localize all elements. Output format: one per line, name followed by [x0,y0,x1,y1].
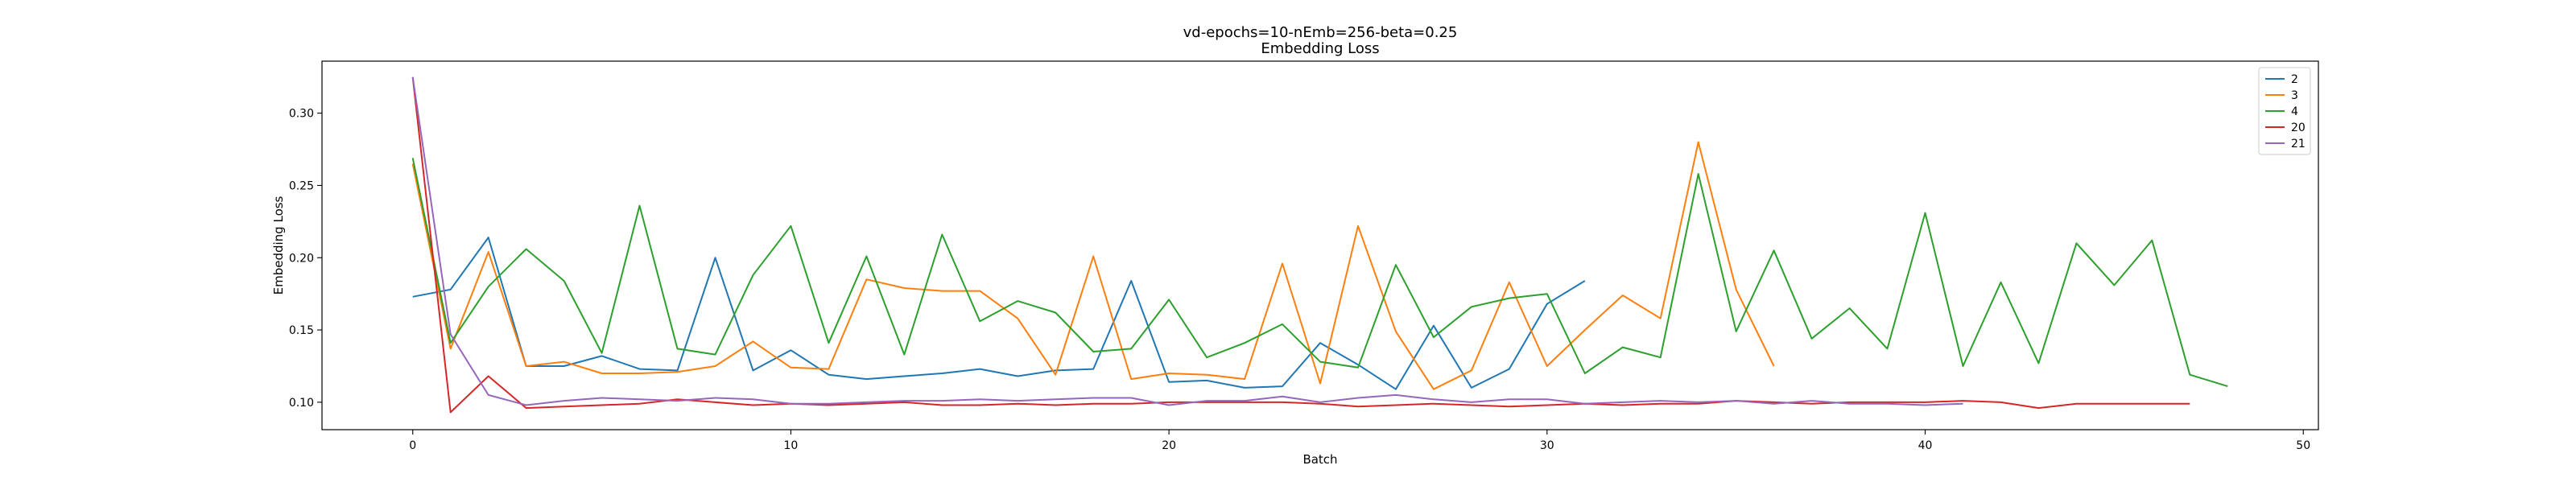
x-tick-label: 50 [2296,439,2310,452]
x-tick-label: 10 [784,439,799,452]
plot-area-frame [321,60,2319,430]
x-tick-label: 40 [1918,439,1933,452]
chart-subtitle: Embedding Loss [1261,40,1379,57]
y-tick-label: 0.30 [289,108,314,121]
series-line-3 [411,141,1775,390]
legend: 2 3 4 20 21 [2258,67,2311,155]
y-tick-label: 0.20 [289,252,314,265]
y-tick-label: 0.15 [289,324,314,337]
series-line-2 [412,237,1586,390]
chart-title: vd-epochs=10-nEmb=256-beta=0.25 [1183,24,1458,41]
legend-label: 3 [2291,89,2298,102]
legend-label: 4 [2291,105,2298,118]
y-tick-label: 0.10 [289,397,314,410]
series-line-21 [411,76,1963,406]
y-axis-label: Embedding Loss [271,196,286,294]
series-line-20 [411,76,2190,414]
x-tick-label: 20 [1162,439,1176,452]
legend-label: 2 [2291,73,2298,86]
x-tick-label: 0 [409,439,416,452]
legend-label: 21 [2291,138,2306,150]
x-axis-label: Batch [1302,452,1337,467]
x-tick-label: 30 [1540,439,1554,452]
legend-label: 20 [2291,122,2306,134]
y-tick-label: 0.25 [289,179,314,192]
series-line-4 [411,158,2228,388]
